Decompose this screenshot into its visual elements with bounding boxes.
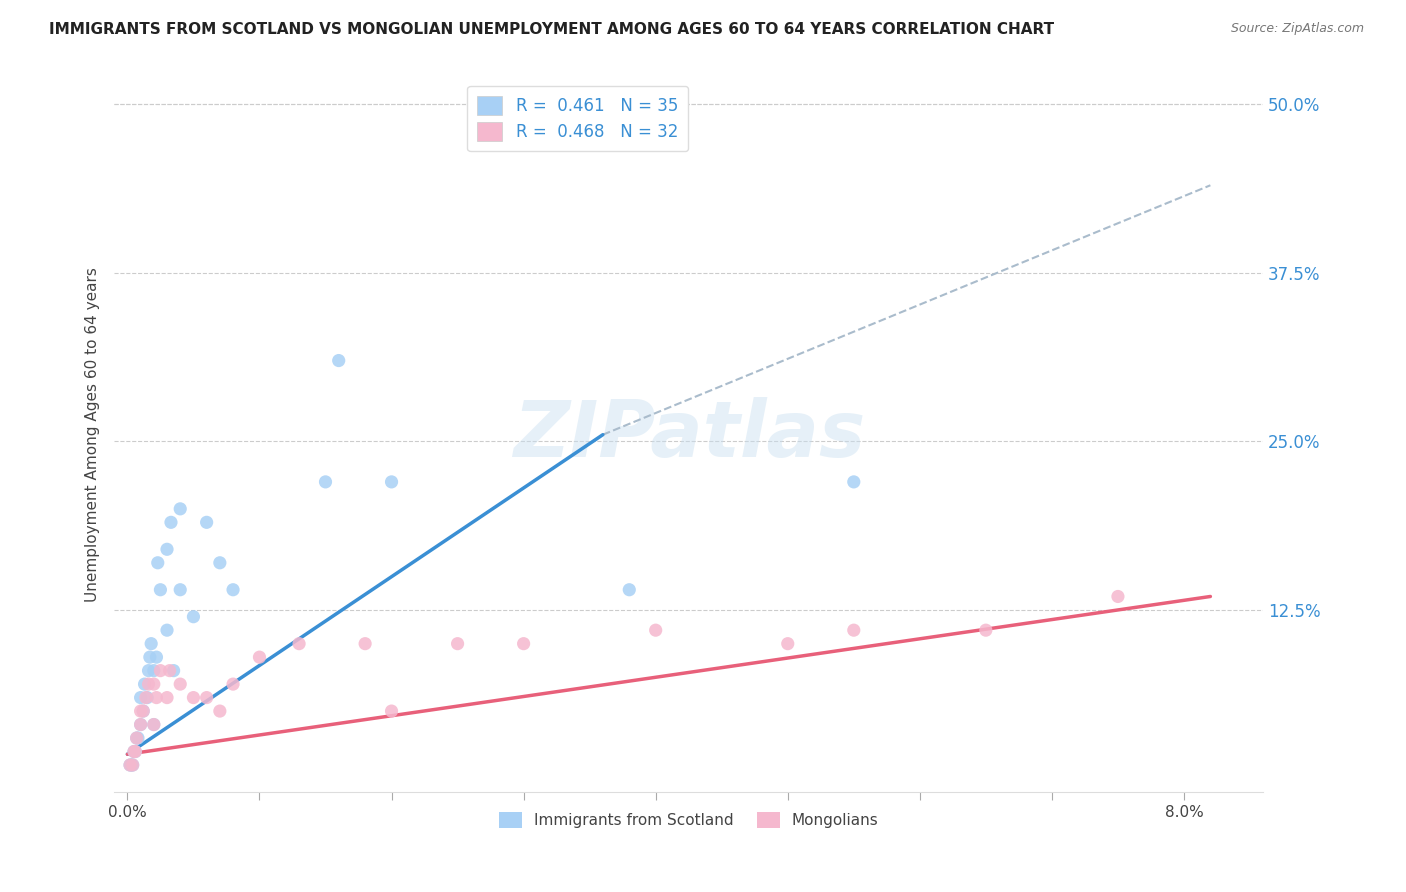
Point bbox=[315, 475, 337, 489]
Point bbox=[129, 690, 152, 705]
Text: ZIPatlas: ZIPatlas bbox=[513, 397, 865, 473]
Point bbox=[138, 664, 160, 678]
Point bbox=[842, 623, 865, 637]
Text: Source: ZipAtlas.com: Source: ZipAtlas.com bbox=[1230, 22, 1364, 36]
Point bbox=[135, 690, 157, 705]
Point bbox=[149, 664, 172, 678]
Point bbox=[842, 475, 865, 489]
Point bbox=[183, 609, 205, 624]
Point bbox=[162, 664, 184, 678]
Point bbox=[121, 758, 143, 772]
Point bbox=[139, 650, 162, 665]
Point bbox=[120, 758, 142, 772]
Text: IMMIGRANTS FROM SCOTLAND VS MONGOLIAN UNEMPLOYMENT AMONG AGES 60 TO 64 YEARS COR: IMMIGRANTS FROM SCOTLAND VS MONGOLIAN UN… bbox=[49, 22, 1054, 37]
Point bbox=[129, 717, 152, 731]
Point bbox=[512, 637, 534, 651]
Point bbox=[122, 745, 145, 759]
Point bbox=[208, 556, 231, 570]
Point bbox=[159, 664, 181, 678]
Point bbox=[124, 745, 146, 759]
Point bbox=[149, 582, 172, 597]
Point bbox=[160, 516, 183, 530]
Point bbox=[129, 717, 152, 731]
Point bbox=[146, 556, 169, 570]
Point bbox=[1107, 590, 1129, 604]
Point bbox=[222, 582, 245, 597]
Point bbox=[142, 677, 165, 691]
Point bbox=[132, 704, 155, 718]
Point bbox=[145, 690, 167, 705]
Point bbox=[169, 677, 191, 691]
Point bbox=[118, 758, 141, 772]
Point bbox=[288, 637, 311, 651]
Legend: Immigrants from Scotland, Mongolians: Immigrants from Scotland, Mongolians bbox=[494, 806, 884, 834]
Point bbox=[169, 501, 191, 516]
Point bbox=[222, 677, 245, 691]
Point bbox=[328, 353, 350, 368]
Point bbox=[208, 704, 231, 718]
Point bbox=[129, 704, 152, 718]
Point bbox=[644, 623, 666, 637]
Point bbox=[127, 731, 149, 745]
Point bbox=[138, 677, 160, 691]
Point bbox=[118, 758, 141, 772]
Point bbox=[122, 745, 145, 759]
Point bbox=[169, 582, 191, 597]
Point bbox=[125, 731, 148, 745]
Point bbox=[380, 704, 402, 718]
Point bbox=[776, 637, 799, 651]
Y-axis label: Unemployment Among Ages 60 to 64 years: Unemployment Among Ages 60 to 64 years bbox=[86, 268, 100, 602]
Point bbox=[974, 623, 997, 637]
Point bbox=[156, 623, 179, 637]
Point bbox=[124, 745, 146, 759]
Point bbox=[380, 475, 402, 489]
Point bbox=[446, 637, 468, 651]
Point bbox=[142, 717, 165, 731]
Point bbox=[125, 731, 148, 745]
Point bbox=[156, 690, 179, 705]
Point bbox=[195, 690, 218, 705]
Point bbox=[145, 650, 167, 665]
Point bbox=[141, 637, 163, 651]
Point bbox=[121, 758, 143, 772]
Point bbox=[132, 704, 155, 718]
Point bbox=[134, 677, 156, 691]
Point bbox=[142, 664, 165, 678]
Point bbox=[249, 650, 271, 665]
Point bbox=[354, 637, 377, 651]
Point bbox=[183, 690, 205, 705]
Point bbox=[156, 542, 179, 557]
Point bbox=[142, 717, 165, 731]
Point bbox=[619, 582, 641, 597]
Point bbox=[195, 516, 218, 530]
Point bbox=[136, 690, 159, 705]
